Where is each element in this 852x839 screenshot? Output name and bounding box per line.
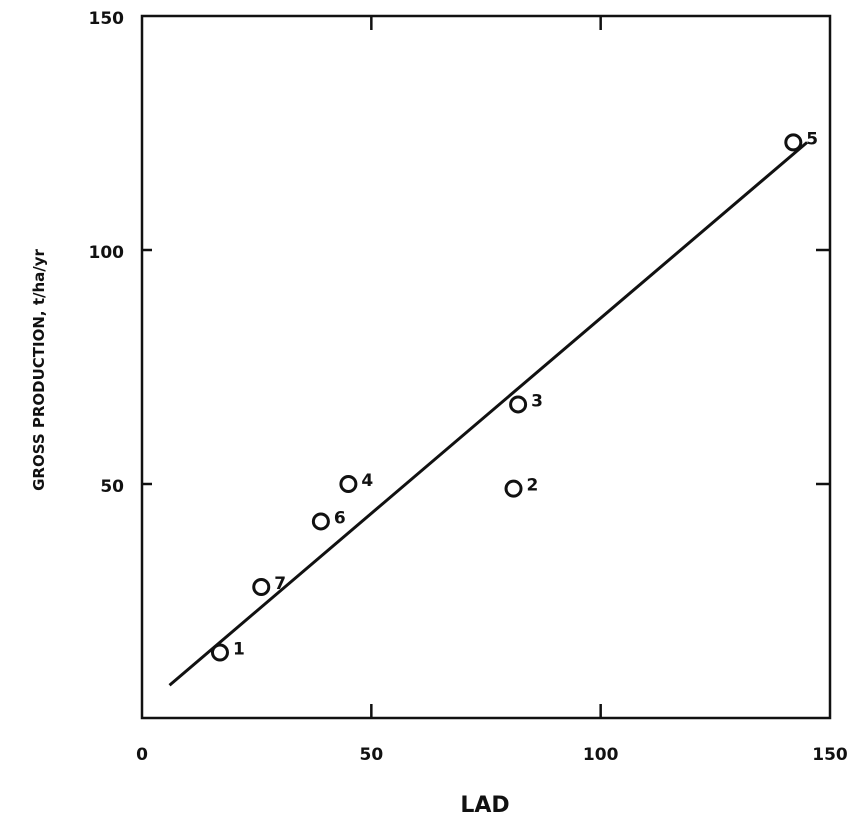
data-point-label: 4	[361, 471, 373, 491]
data-points: 1 2 3 4 5 6 7	[210, 129, 818, 662]
y-axis-title: GROSS PRODUCTION, t/ha/yr	[30, 248, 48, 490]
fit-line	[168, 141, 809, 687]
data-point-label: 7	[274, 574, 286, 594]
data-point	[311, 512, 330, 531]
data-point-label: 6	[334, 508, 346, 528]
y-tick-labels: 50 100 150	[89, 9, 125, 497]
x-tick-label: 50	[359, 745, 383, 765]
fit-line-group	[168, 141, 809, 687]
y-tick-label: 50	[100, 477, 124, 497]
x-tick-label: 0	[136, 745, 148, 765]
data-point	[252, 577, 271, 596]
data-point	[509, 395, 528, 414]
data-point	[210, 643, 229, 662]
x-axis-title: LAD	[460, 793, 509, 818]
data-point	[504, 479, 523, 498]
x-tick-label: 150	[812, 745, 848, 765]
x-tick-labels: 0 50 100 150	[136, 745, 848, 765]
plot-frame	[140, 14, 832, 720]
axis-ticks	[142, 16, 830, 718]
data-point-label: 5	[806, 129, 818, 149]
y-tick-label: 150	[89, 9, 125, 29]
x-tick-label: 100	[583, 745, 619, 765]
data-point-label: 2	[527, 476, 539, 496]
data-point-label: 3	[531, 391, 543, 411]
data-point	[784, 133, 803, 152]
data-point-label: 1	[233, 639, 245, 659]
data-point	[339, 475, 358, 493]
y-tick-label: 100	[89, 243, 125, 263]
